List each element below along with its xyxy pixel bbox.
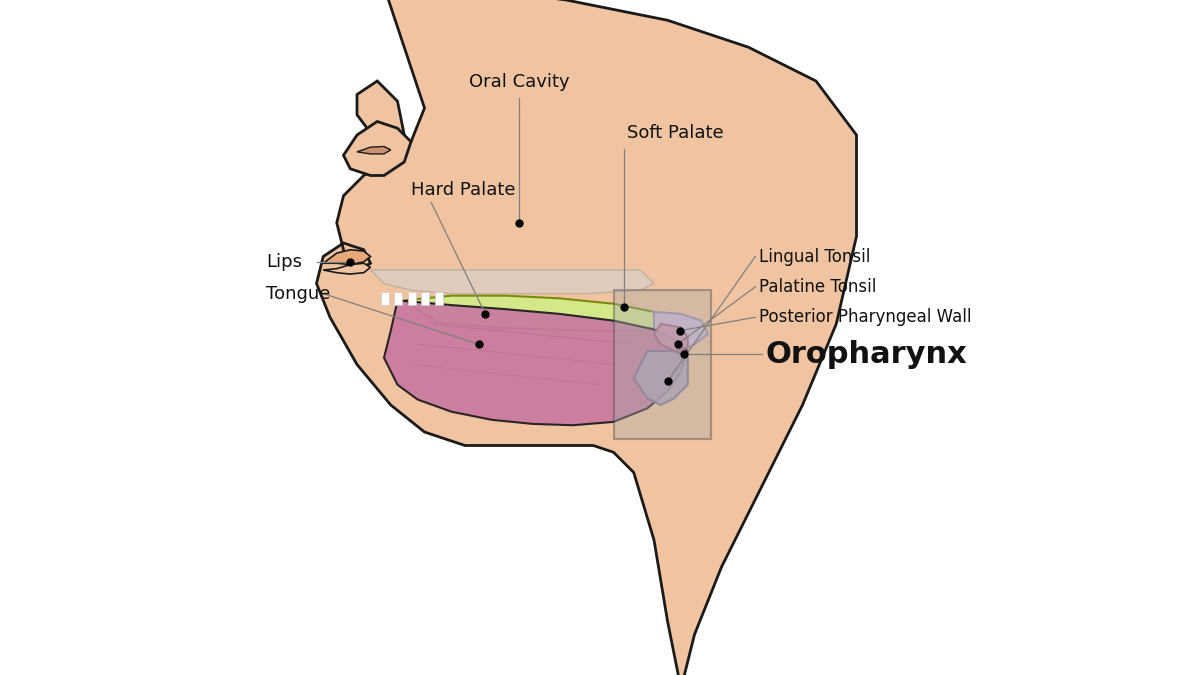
Polygon shape [654, 312, 708, 351]
Text: Palatine Tonsil: Palatine Tonsil [758, 278, 876, 296]
Bar [613, 290, 712, 439]
Text: Lips: Lips [266, 253, 302, 271]
Polygon shape [384, 300, 688, 425]
Polygon shape [634, 351, 688, 405]
Polygon shape [343, 122, 410, 176]
Text: Lingual Tonsil: Lingual Tonsil [758, 248, 870, 265]
Text: Posterior Pharyngeal Wall: Posterior Pharyngeal Wall [758, 308, 971, 326]
Polygon shape [371, 270, 654, 294]
Bar [421, 292, 430, 305]
Bar [408, 292, 415, 305]
Text: Oropharynx: Oropharynx [766, 340, 967, 369]
Polygon shape [358, 146, 391, 154]
Polygon shape [317, 0, 857, 675]
Text: Oral Cavity: Oral Cavity [469, 73, 569, 91]
Text: Hard Palate: Hard Palate [410, 181, 516, 199]
Text: Soft Palate: Soft Palate [628, 124, 724, 142]
Bar [394, 292, 402, 305]
Text: Tongue: Tongue [266, 285, 330, 302]
Bar [380, 292, 389, 305]
Polygon shape [654, 324, 688, 351]
Polygon shape [404, 296, 667, 331]
Bar [434, 292, 443, 305]
Polygon shape [323, 250, 371, 265]
Polygon shape [323, 263, 371, 274]
